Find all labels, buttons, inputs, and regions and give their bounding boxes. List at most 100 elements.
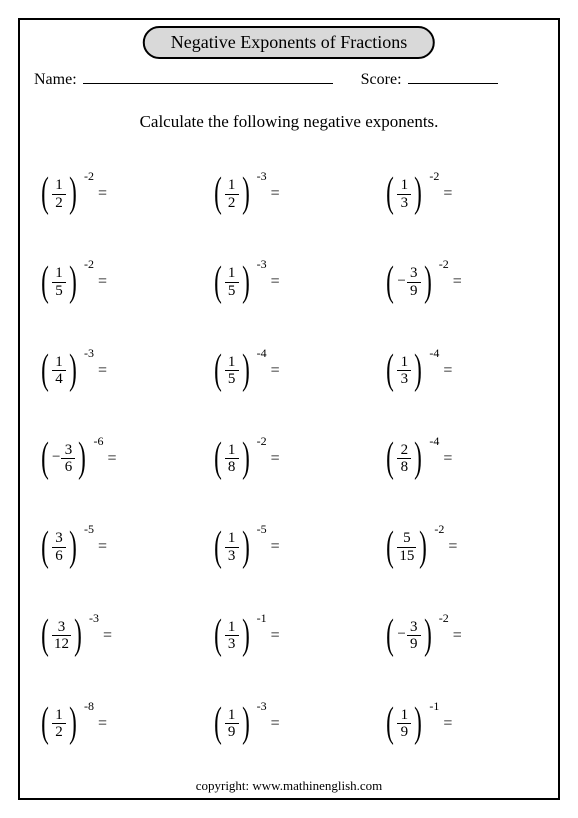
fraction: 14 <box>52 354 66 388</box>
numerator: 3 <box>53 530 65 547</box>
problem: (18)-2= <box>203 442 376 476</box>
equals-sign: = <box>453 627 462 645</box>
left-paren: ( <box>41 621 49 650</box>
expression: (19)-3 <box>211 707 253 741</box>
numerator: 1 <box>53 354 65 371</box>
copyright-text: copyright: www.mathinenglish.com <box>0 778 578 794</box>
left-paren: ( <box>386 268 394 297</box>
denominator: 8 <box>399 459 411 476</box>
expression: (−36)-6 <box>38 442 89 476</box>
left-paren: ( <box>214 179 222 208</box>
right-paren: ) <box>424 268 432 297</box>
left-paren: ( <box>41 356 49 385</box>
fraction: 12 <box>225 177 239 211</box>
left-paren: ( <box>386 533 394 562</box>
problem: (−36)-6= <box>30 442 203 476</box>
fraction: 312 <box>52 619 71 653</box>
problem: (28)-4= <box>375 442 548 476</box>
expression: (13)-4 <box>383 354 425 388</box>
left-paren: ( <box>214 709 222 738</box>
denominator: 12 <box>52 636 71 653</box>
problem: (13)-2 = <box>375 177 548 211</box>
equals-sign: = <box>271 185 280 203</box>
fraction-wrap: 13 <box>225 530 239 564</box>
numerator: 1 <box>226 442 238 459</box>
problem: (14)-3= <box>30 354 203 388</box>
right-paren: ) <box>69 709 77 738</box>
fraction: 13 <box>225 619 239 653</box>
left-paren: ( <box>386 709 394 738</box>
equals-sign: = <box>443 185 452 203</box>
equals-sign: = <box>271 450 280 468</box>
numerator: 1 <box>399 354 411 371</box>
problem-grid: (12)-2=(12)-3=(13)-2=(15)-2=(15)-3=(−39)… <box>30 150 548 768</box>
equals-sign: = <box>453 273 462 291</box>
name-input-line[interactable] <box>83 70 333 84</box>
left-paren: ( <box>214 621 222 650</box>
exponent: -1 <box>257 611 267 626</box>
fraction-wrap: 13 <box>225 619 239 653</box>
fraction: 15 <box>225 265 239 299</box>
left-paren: ( <box>41 268 49 297</box>
numerator: 5 <box>401 530 413 547</box>
score-label: Score: <box>361 71 402 89</box>
exponent: -2 <box>439 611 449 626</box>
denominator: 2 <box>53 724 65 741</box>
fraction-wrap: 515 <box>397 530 416 564</box>
exponent: -3 <box>89 611 99 626</box>
problem: (515)-2= <box>375 530 548 564</box>
fraction-wrap: 28 <box>397 442 411 476</box>
fraction: 12 <box>52 177 66 211</box>
fraction-wrap: 19 <box>397 707 411 741</box>
expression: (−39)-2 <box>383 619 434 653</box>
equals-sign: = <box>98 362 107 380</box>
right-paren: ) <box>242 621 250 650</box>
numerator: 1 <box>53 707 65 724</box>
numerator: 1 <box>53 177 65 194</box>
right-paren: ) <box>414 444 422 473</box>
problem: (15)-2= <box>30 265 203 299</box>
equals-sign: = <box>443 715 452 733</box>
left-paren: ( <box>386 444 394 473</box>
left-paren: ( <box>214 268 222 297</box>
expression: (312)-3 <box>38 619 85 653</box>
right-paren: ) <box>69 356 77 385</box>
expression: (36)-5 <box>38 530 80 564</box>
right-paren: ) <box>69 533 77 562</box>
name-label: Name: <box>34 71 77 89</box>
negative-sign: − <box>397 273 405 290</box>
fraction-wrap: 13 <box>397 177 411 211</box>
score-input-line[interactable] <box>408 70 498 84</box>
expression: (13)-5 <box>211 530 253 564</box>
expression: (12)-8 <box>38 707 80 741</box>
equals-sign: = <box>448 538 457 556</box>
problem: (13)-4= <box>375 354 548 388</box>
problem: (13)-1= <box>203 619 376 653</box>
exponent: -2 <box>439 257 449 272</box>
fraction: 13 <box>397 177 411 211</box>
expression: (13)-2 <box>383 177 425 211</box>
expression: (15)-3 <box>211 265 253 299</box>
fraction-wrap: 14 <box>52 354 66 388</box>
denominator: 9 <box>226 724 238 741</box>
problem: (15)-3= <box>203 265 376 299</box>
denominator: 2 <box>226 195 238 212</box>
problem: (15)-4= <box>203 354 376 388</box>
equals-sign: = <box>98 538 107 556</box>
problem: (12)-3= <box>203 177 376 211</box>
denominator: 6 <box>53 548 65 565</box>
denominator: 9 <box>408 636 420 653</box>
denominator: 3 <box>399 195 411 212</box>
fraction: 39 <box>407 265 421 299</box>
fraction: 15 <box>52 265 66 299</box>
equals-sign: = <box>103 627 112 645</box>
exponent: -4 <box>257 346 267 361</box>
worksheet-title: Negative Exponents of Fractions <box>143 26 435 59</box>
equals-sign: = <box>271 715 280 733</box>
fraction-wrap: 13 <box>397 354 411 388</box>
equals-sign: = <box>443 450 452 468</box>
numerator: 3 <box>408 619 420 636</box>
exponent: -5 <box>257 522 267 537</box>
right-paren: ) <box>242 533 250 562</box>
denominator: 15 <box>397 548 416 565</box>
